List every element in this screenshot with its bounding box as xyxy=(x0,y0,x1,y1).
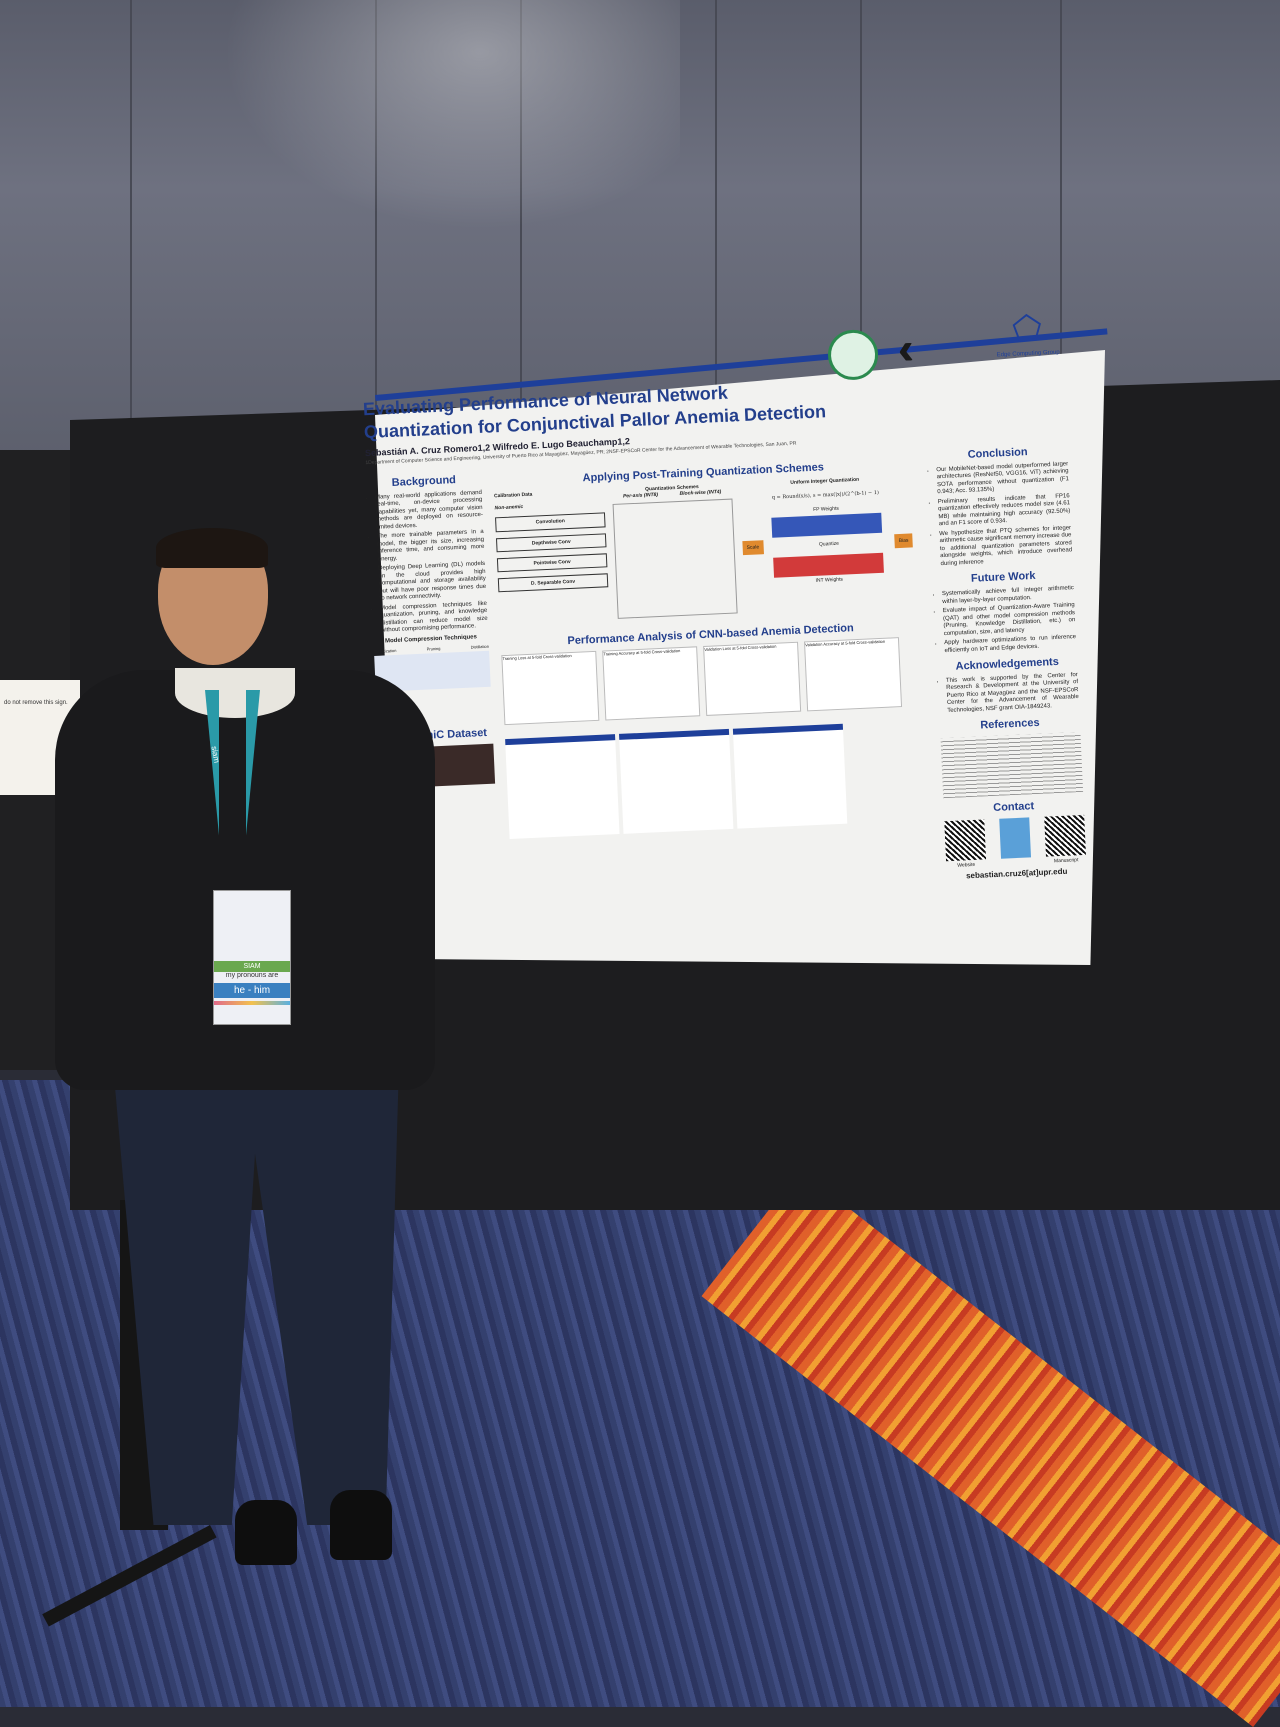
bullet: Evaluate impact of Quantization-Aware Tr… xyxy=(943,602,1076,638)
poster-title: Evaluating Performance of Neural Network… xyxy=(362,382,827,442)
layer-box: Convolution xyxy=(495,512,606,532)
block-wise-label: Block-wise (INT4) xyxy=(679,489,722,497)
bullet: Deploying Deep Learning (DL) models on t… xyxy=(378,561,487,603)
pronoun-ribbon: he - him xyxy=(214,983,290,998)
results-table xyxy=(732,723,848,829)
badge-bar: SIAM xyxy=(214,961,290,972)
chart-title: Validation Accuracy at 5-fold Cross-vali… xyxy=(805,638,886,648)
validation-loss-chart: Validation Loss at 5-fold Cross-validati… xyxy=(703,641,802,716)
background-heading: Background xyxy=(391,474,457,489)
name-badge: SIAM my pronouns are he - him xyxy=(213,890,291,1025)
contact-email: sebastian.cruz6[at]upr.edu xyxy=(965,866,1068,881)
person-hair xyxy=(156,528,268,568)
sign-text: do not remove this sign. xyxy=(4,700,68,706)
bullet: Preliminary results indicate that FP16 q… xyxy=(938,493,1071,529)
wall-seam xyxy=(375,0,377,470)
website-qr-code[interactable] xyxy=(944,819,987,861)
int-weights-label: INT Weights xyxy=(815,576,844,584)
bias-box: Bias xyxy=(894,532,913,548)
technique-label: Quantization xyxy=(373,648,397,655)
bullet: This work is supported by the Center for… xyxy=(946,672,1080,715)
non-anemic-label: Non-anemic xyxy=(494,504,524,512)
edge-computing-logo: ⬠ Edge Computing Group xyxy=(996,309,1060,358)
pronoun-label: my pronouns are xyxy=(225,972,279,979)
light-flare xyxy=(180,0,680,260)
training-loss-chart: Training Loss at 5-fold Cross-validation xyxy=(501,650,600,726)
wall-seam xyxy=(715,0,717,470)
bullet: Our MobileNet-based model outperformed l… xyxy=(936,461,1069,497)
references-list xyxy=(940,731,1084,799)
layer-box: D. Separable Conv xyxy=(497,573,609,593)
university-seal-logo xyxy=(826,328,880,382)
manuscript-label: Manuscript xyxy=(1053,857,1079,865)
author-photo xyxy=(999,817,1032,859)
technique-label: Pruning xyxy=(426,646,441,652)
wall-seam xyxy=(1060,0,1062,470)
calibration-label: Calibration Data xyxy=(493,491,533,500)
fp-weights-grid xyxy=(771,512,883,538)
person-shoe xyxy=(235,1500,297,1565)
chart-title: Validation Loss at 5-fold Cross-validati… xyxy=(704,643,777,652)
technique-label: Distillation xyxy=(470,643,490,650)
scale-box: Scale xyxy=(742,539,764,555)
wall-seam xyxy=(860,0,862,470)
manuscript-qr-code[interactable] xyxy=(1044,814,1086,857)
wall-seam xyxy=(520,0,522,470)
person-collar xyxy=(175,668,295,718)
layer-box: Depthwise Conv xyxy=(495,532,607,553)
bullet: Many real-world applications demand real… xyxy=(375,490,484,532)
results-table xyxy=(618,728,734,834)
website-label: Website xyxy=(957,861,976,869)
validation-accuracy-chart: Validation Accuracy at 5-fold Cross-vali… xyxy=(803,637,903,712)
bullet: Model compression techniques like quanti… xyxy=(380,601,488,636)
bullet: The more trainable parameters in a model… xyxy=(377,529,485,564)
chevron-logo: ‹‹‹ xyxy=(896,324,901,374)
poster-content: Evaluating Performance of Neural Network… xyxy=(353,309,1094,960)
results-table xyxy=(505,734,620,839)
right-column: Conclusion Our MobileNet-based model out… xyxy=(927,438,1087,882)
layer-box: Pointwise Conv xyxy=(496,553,608,573)
scheme-curves xyxy=(612,498,738,620)
training-accuracy-chart: Training Accuracy at 5-fold Cross-valida… xyxy=(602,646,701,721)
chart-title: Training Accuracy at 5-fold Cross-valida… xyxy=(603,648,681,657)
quantize-label: Quantize xyxy=(818,540,840,548)
person-shoe xyxy=(330,1490,392,1560)
ribbon-stripe xyxy=(214,1001,290,1005)
per-axis-label: Per-axis (INT8) xyxy=(622,491,659,500)
wall-seam xyxy=(130,0,132,470)
bullet: Apply hardware optimizations to run infe… xyxy=(944,634,1077,655)
chart-title: Training Loss at 5-fold Cross-validation xyxy=(502,652,572,662)
ptq-section: Applying Post-Training Quantization Sche… xyxy=(493,451,929,842)
int-weights-grid xyxy=(773,552,884,578)
bullet: We hypothesize that PTQ schemes for inte… xyxy=(939,525,1073,568)
